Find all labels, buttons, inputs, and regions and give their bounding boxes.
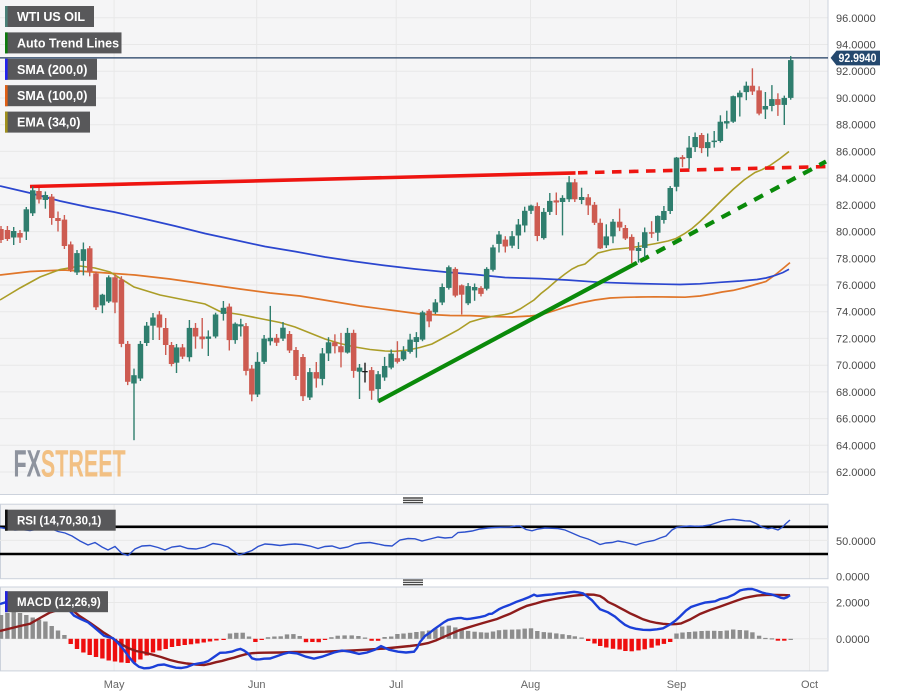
svg-text:76.0000: 76.0000 — [836, 280, 876, 292]
svg-text:88.0000: 88.0000 — [836, 120, 876, 132]
svg-text:96.0000: 96.0000 — [836, 13, 876, 25]
svg-text:Jul: Jul — [389, 679, 403, 691]
svg-text:74.0000: 74.0000 — [836, 307, 876, 319]
svg-text:SMA (100,0): SMA (100,0) — [17, 89, 87, 103]
svg-text:64.0000: 64.0000 — [836, 440, 876, 452]
svg-text:2.0000: 2.0000 — [836, 598, 870, 610]
svg-text:EMA (34,0): EMA (34,0) — [17, 116, 80, 130]
svg-text:MACD (12,26,9): MACD (12,26,9) — [17, 597, 101, 609]
svg-text:0.0000: 0.0000 — [836, 572, 870, 584]
svg-text:62.0000: 62.0000 — [836, 467, 876, 479]
svg-text:84.0000: 84.0000 — [836, 173, 876, 185]
svg-text:SMA (200,0): SMA (200,0) — [17, 63, 87, 77]
svg-text:50.0000: 50.0000 — [836, 536, 876, 548]
svg-text:70.0000: 70.0000 — [836, 360, 876, 372]
svg-text:90.0000: 90.0000 — [836, 93, 876, 105]
svg-text:94.0000: 94.0000 — [836, 40, 876, 52]
svg-text:Jun: Jun — [248, 679, 266, 691]
svg-text:82.0000: 82.0000 — [836, 200, 876, 212]
svg-text:92.9940: 92.9940 — [839, 51, 877, 65]
svg-text:68.0000: 68.0000 — [836, 387, 876, 399]
svg-text:Sep: Sep — [667, 679, 687, 691]
svg-text:Aug: Aug — [521, 679, 541, 691]
svg-text:92.0000: 92.0000 — [836, 66, 876, 78]
svg-text:May: May — [104, 679, 125, 691]
svg-text:0.0000: 0.0000 — [836, 634, 870, 646]
svg-text:78.0000: 78.0000 — [836, 253, 876, 265]
svg-text:WTI US OIL: WTI US OIL — [17, 10, 85, 24]
svg-text:86.0000: 86.0000 — [836, 146, 876, 158]
svg-text:Auto Trend Lines: Auto Trend Lines — [17, 36, 119, 50]
svg-text:FXSTREET: FXSTREET — [14, 442, 126, 485]
svg-text:66.0000: 66.0000 — [836, 414, 876, 426]
svg-text:80.0000: 80.0000 — [836, 227, 876, 239]
svg-text:Oct: Oct — [801, 679, 818, 691]
svg-text:72.0000: 72.0000 — [836, 333, 876, 345]
svg-text:RSI (14,70,30,1): RSI (14,70,30,1) — [17, 516, 102, 528]
